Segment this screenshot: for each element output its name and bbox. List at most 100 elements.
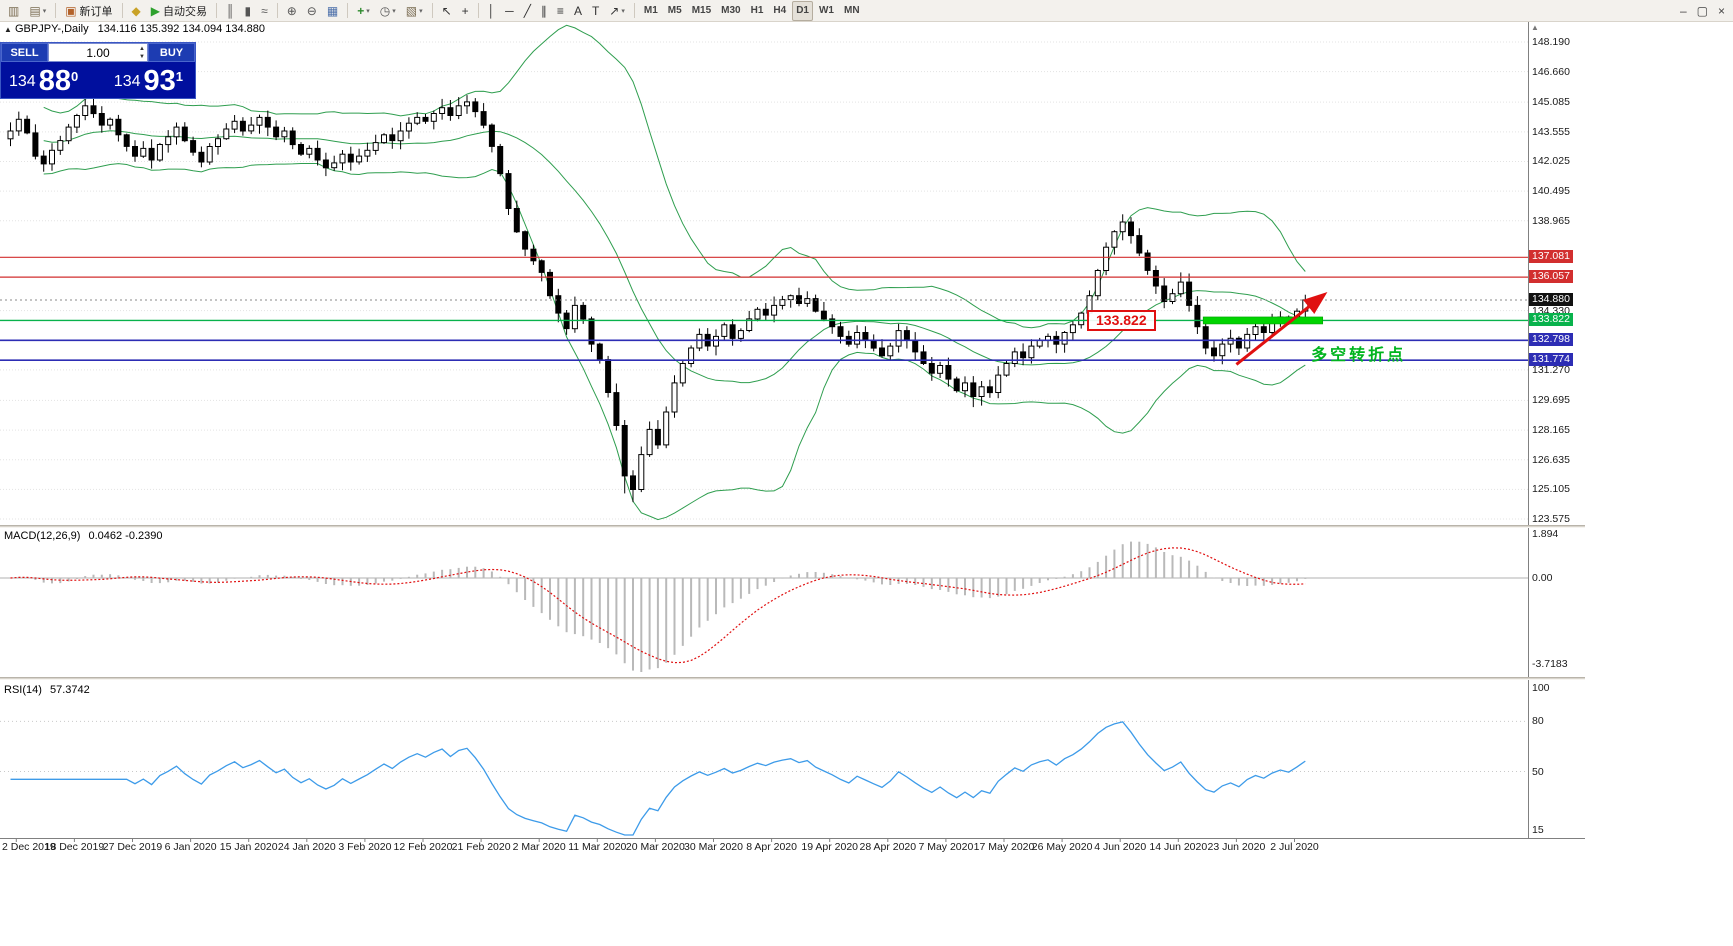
- bar-chart-icon: ║: [226, 3, 235, 18]
- tf-h4-label: H4: [773, 5, 787, 16]
- trend-arrow-annotation[interactable]: [1235, 291, 1328, 366]
- rsi-panel: [0, 720, 1528, 836]
- toolbar-separator: [347, 3, 349, 18]
- buy-price-prefix: 134: [113, 73, 141, 90]
- window-close-icon: ×: [1717, 3, 1725, 18]
- chart-symbol-period: GBPJPY-,Daily: [15, 23, 89, 35]
- dropdown-arrow-icon[interactable]: ▾: [392, 7, 396, 15]
- tf-m5-button[interactable]: M5: [664, 1, 686, 21]
- window-close-button[interactable]: ×: [1714, 1, 1729, 21]
- candlestick-chart-icon: ▮: [244, 3, 252, 18]
- new-order-button[interactable]: ▣ 新订单: [61, 1, 116, 21]
- channel-icon: ∥: [540, 3, 547, 18]
- buy-price-point: 1: [175, 69, 183, 84]
- bollinger-bands: [43, 24, 1306, 521]
- text-icon: A: [573, 3, 582, 18]
- tf-m15-button[interactable]: M15: [688, 1, 715, 21]
- tf-w1-label: W1: [818, 5, 834, 16]
- tf-d1-button[interactable]: D1: [792, 0, 813, 21]
- metaeditor-icon: ◆: [131, 3, 141, 18]
- sell-button[interactable]: SELL: [1, 43, 48, 62]
- crosshair-button[interactable]: +: [458, 1, 473, 21]
- bar-chart-button[interactable]: ║: [222, 1, 239, 21]
- volume-input[interactable]: 1.00 ▲ ▼: [48, 43, 148, 62]
- tf-h4-button[interactable]: H4: [769, 1, 790, 21]
- tf-m1-button[interactable]: M1: [640, 1, 662, 21]
- new-chart-button[interactable]: ▥: [4, 1, 23, 21]
- toolbar-separator: [276, 3, 278, 18]
- toolbar: ▥ ▤ ▾ ▣ 新订单 ◆ ▶ 自动交易 ║ ▮ ≈ ⊕ ⊖ ▦ + ▾ ◷ ▾ ▧ ▾ ↖ + │ ─ ╱ ∥ ≡ A T ↗ ▾ M1 M5…: [0, 0, 1733, 22]
- tf-m30-button[interactable]: M30: [717, 1, 744, 21]
- dropdown-arrow-icon[interactable]: ▾: [621, 7, 625, 15]
- toolbar-separator: [633, 3, 635, 18]
- channel-button[interactable]: ∥: [537, 1, 551, 21]
- toolbar-separator: [477, 3, 479, 18]
- panel-separator-rsi[interactable]: [0, 677, 1585, 680]
- trendline-button[interactable]: ╱: [520, 1, 535, 21]
- green-band-annotation[interactable]: [1202, 316, 1324, 325]
- rsi-header: RSI(14) 57.3742: [4, 684, 90, 696]
- vertical-line-icon: │: [487, 3, 496, 18]
- turning-point-label[interactable]: 多空转折点: [1311, 346, 1407, 364]
- line-chart-icon: ≈: [261, 3, 268, 18]
- tf-d1-label: D1: [796, 5, 809, 16]
- label-icon: T: [591, 3, 600, 18]
- tile-windows-button[interactable]: ▦: [323, 1, 342, 21]
- window-minimize-button[interactable]: –: [1676, 1, 1691, 21]
- zoom-out-button[interactable]: ⊖: [303, 1, 321, 21]
- arrows-icon: ↗: [609, 3, 620, 18]
- profiles-button[interactable]: ▤ ▾: [25, 1, 50, 21]
- dropdown-arrow-icon[interactable]: ▾: [366, 7, 370, 15]
- chart-header: GBPJPY-,Daily 134.116 135.392 134.094 13…: [15, 23, 265, 35]
- main-grid: [0, 41, 1528, 520]
- chart-ohlc-values: 134.116 135.392 134.094 134.880: [97, 23, 266, 35]
- candlestick-chart-button[interactable]: ▮: [241, 1, 256, 21]
- line-chart-button[interactable]: ≈: [257, 1, 272, 21]
- axis-scroll-arrow-icon[interactable]: ▲: [1531, 23, 1539, 32]
- tf-m30-label: M30: [721, 5, 741, 16]
- toolbar-separator: [216, 3, 218, 18]
- tf-mn-button[interactable]: MN: [840, 1, 864, 21]
- volume-down-icon[interactable]: ▼: [139, 54, 145, 60]
- metaeditor-button[interactable]: ◆: [128, 1, 145, 21]
- tf-m5-label: M5: [667, 5, 682, 16]
- dropdown-arrow-icon[interactable]: ▾: [42, 7, 47, 15]
- templates-icon: ▧: [405, 3, 418, 18]
- zoom-in-icon: ⊕: [286, 3, 297, 18]
- periods-button[interactable]: ◷ ▾: [376, 1, 400, 21]
- rsi-values: 57.3742: [49, 684, 90, 696]
- fibonacci-button[interactable]: ≡: [553, 1, 568, 21]
- cursor-button[interactable]: ↖: [438, 1, 456, 21]
- one-click-toggle-icon[interactable]: ▲: [4, 25, 12, 34]
- periods-icon: ◷: [379, 3, 391, 18]
- window-restore-button[interactable]: ▢: [1693, 1, 1712, 21]
- autotrading-button[interactable]: ▶ 自动交易: [147, 1, 211, 21]
- one-click-trading-panel: SELL 1.00 ▲ ▼ BUY 134 88 0 134 93 1: [0, 42, 196, 99]
- window-restore-icon: ▢: [1696, 3, 1708, 18]
- panel-separator-macd[interactable]: [0, 525, 1585, 528]
- tf-m1-label: M1: [643, 5, 658, 16]
- profiles-icon: ▤: [29, 3, 41, 18]
- zoom-in-button[interactable]: ⊕: [283, 1, 301, 21]
- volume-up-icon[interactable]: ▲: [139, 46, 145, 52]
- sell-price[interactable]: 134 88 0: [1, 62, 96, 100]
- volume-value: 1.00: [86, 45, 110, 60]
- buy-price-pips: 93: [143, 65, 176, 97]
- arrows-button[interactable]: ↗ ▾: [605, 1, 629, 21]
- label-button[interactable]: T: [588, 1, 603, 21]
- text-button[interactable]: A: [570, 1, 586, 21]
- horizontal-line-icon: ─: [505, 3, 514, 18]
- buy-button[interactable]: BUY: [148, 43, 195, 62]
- buy-price[interactable]: 134 93 1: [96, 62, 195, 100]
- dropdown-arrow-icon[interactable]: ▾: [419, 7, 423, 15]
- volume-spinner[interactable]: ▲ ▼: [139, 45, 145, 61]
- tf-w1-button[interactable]: W1: [815, 1, 838, 21]
- price-callout-label[interactable]: 133.822: [1087, 310, 1156, 332]
- vertical-line-button[interactable]: │: [484, 1, 500, 21]
- indicators-button[interactable]: + ▾: [353, 1, 374, 21]
- horizontal-line-button[interactable]: ─: [501, 1, 518, 21]
- templates-button[interactable]: ▧ ▾: [402, 1, 427, 21]
- tf-h1-button[interactable]: H1: [747, 1, 768, 21]
